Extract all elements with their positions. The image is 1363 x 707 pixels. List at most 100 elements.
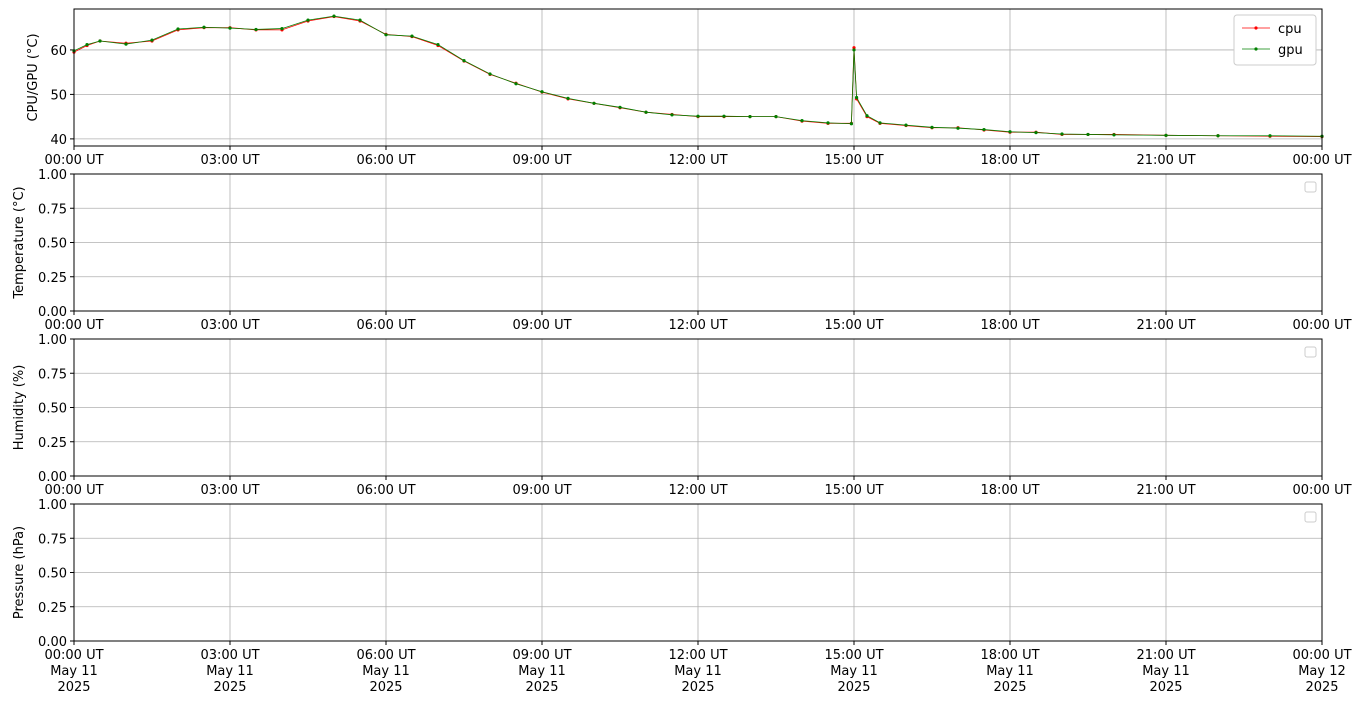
point: [358, 18, 362, 22]
x-tick-label: 03:00 UT: [200, 153, 259, 168]
point: [826, 121, 830, 125]
x-tick-label: 21:00 UT May 11 2025: [1136, 648, 1195, 695]
y-tick-label: 1.00: [38, 498, 67, 513]
x-tick-label: 03:00 UT: [200, 318, 259, 333]
point: [436, 42, 440, 47]
y-tick-label: 0.75: [38, 202, 67, 217]
x-tick-label: 18:00 UT: [980, 153, 1039, 168]
legend-label: cpu: [1278, 22, 1302, 37]
y-tick-label: 0.00: [38, 470, 67, 485]
point: [410, 34, 414, 38]
point: [800, 119, 804, 123]
x-tick-label: 06:00 UT: [356, 153, 415, 168]
x-tick-label: 12:00 UT: [668, 318, 727, 333]
point: [852, 48, 856, 52]
x-tick-label: 21:00 UT: [1136, 483, 1195, 498]
point: [124, 42, 128, 46]
x-tick-label: 15:00 UT: [824, 483, 883, 498]
point: [865, 114, 869, 118]
y-tick-label: 0.25: [38, 601, 67, 616]
x-tick-label: 00:00 UT May 12 2025: [1292, 648, 1351, 695]
point: [1164, 133, 1168, 137]
legend-marker: [1254, 47, 1258, 51]
y-tick-label: 1.00: [38, 168, 67, 183]
point: [956, 126, 960, 130]
point: [748, 115, 752, 119]
x-tick-label: 15:00 UT: [824, 153, 883, 168]
y-axis-label: CPU/GPU (°C): [26, 33, 41, 121]
legend-label: gpu: [1278, 43, 1303, 58]
x-tick-label: 18:00 UT: [980, 483, 1039, 498]
x-tick-label: 06:00 UT: [356, 483, 415, 498]
subplot: 00:00 UT May 11 2025 03:00 UT May 11 2025 06:0…: [12, 498, 1352, 695]
point: [514, 82, 518, 86]
y-axis-label: Humidity (%): [12, 365, 27, 451]
point: [1086, 132, 1090, 137]
point: [930, 125, 934, 129]
x-tick-label: 00:00 UT: [44, 483, 103, 498]
x-tick-label: 00:00 UT: [1292, 318, 1351, 333]
x-tick-label: 12:00 UT: [668, 483, 727, 498]
x-tick-label: 00:00 UT May 11 2025: [44, 648, 103, 695]
y-tick-label: 1.00: [38, 333, 67, 348]
axes-frame: [73, 503, 1323, 642]
legend-box: [1304, 181, 1317, 193]
axes-frame: [73, 8, 1323, 147]
x-tick-label: 15:00 UT: [824, 318, 883, 333]
y-tick-label: 0.50: [38, 567, 67, 582]
point: [228, 26, 232, 30]
point: [982, 127, 986, 132]
legend-box: [1233, 14, 1317, 66]
point: [384, 33, 388, 37]
point: [849, 122, 854, 126]
axes-frame: [73, 338, 1323, 477]
point: [1268, 134, 1272, 138]
subplot: 00:00 UT 03:00 UT 06:00 UT 09:00 UT 12:00 UT…: [12, 333, 1352, 498]
point: [566, 96, 570, 101]
legend-marker: [1254, 26, 1258, 30]
y-tick-label: 0.50: [38, 237, 67, 252]
y-tick-label: 0.75: [38, 532, 67, 547]
x-tick-label: 09:00 UT May 11 2025: [512, 648, 571, 695]
x-tick-label: 12:00 UT: [668, 153, 727, 168]
point: [670, 113, 674, 117]
point: [462, 58, 466, 63]
point: [1112, 133, 1116, 137]
point: [592, 101, 596, 105]
x-tick-label: 06:00 UT May 11 2025: [356, 648, 415, 695]
y-tick-label: 40: [50, 133, 67, 148]
y-tick-label: 0.00: [38, 635, 67, 650]
point: [618, 105, 622, 109]
point: [1216, 134, 1220, 138]
x-tick-label: 09:00 UT: [512, 153, 571, 168]
point: [176, 27, 180, 31]
point: [1060, 132, 1064, 136]
x-tick-label: 21:00 UT: [1136, 318, 1195, 333]
x-tick-label: 15:00 UT May 11 2025: [824, 648, 883, 695]
x-tick-label: 09:00 UT: [512, 318, 571, 333]
x-tick-label: 21:00 UT: [1136, 153, 1195, 168]
point: [254, 27, 258, 32]
x-tick-label: 00:00 UT: [44, 318, 103, 333]
point: [855, 95, 859, 100]
point: [1034, 131, 1038, 135]
legend-box: [1304, 511, 1317, 523]
x-tick-label: 06:00 UT: [356, 318, 415, 333]
x-tick-label: 12:00 UT May 11 2025: [668, 648, 727, 695]
point: [644, 110, 648, 114]
x-tick-label: 18:00 UT: [980, 318, 1039, 333]
y-tick-label: 50: [50, 88, 67, 103]
point: [878, 121, 882, 125]
point: [852, 46, 856, 50]
y-tick-label: 60: [50, 44, 67, 59]
point: [722, 114, 726, 118]
point: [280, 26, 284, 31]
point: [150, 38, 154, 42]
y-tick-label: 0.50: [38, 402, 67, 417]
y-tick-label: 0.75: [38, 367, 67, 382]
y-tick-label: 0.25: [38, 436, 67, 451]
subplot: 00:00 UT 03:00 UT 06:00 UT 09:00 UT 12:00 UT…: [26, 8, 1352, 168]
subplot: 00:00 UT 03:00 UT 06:00 UT 09:00 UT 12:00 UT…: [12, 168, 1352, 333]
y-axis-label: Temperature (°C): [12, 186, 27, 299]
